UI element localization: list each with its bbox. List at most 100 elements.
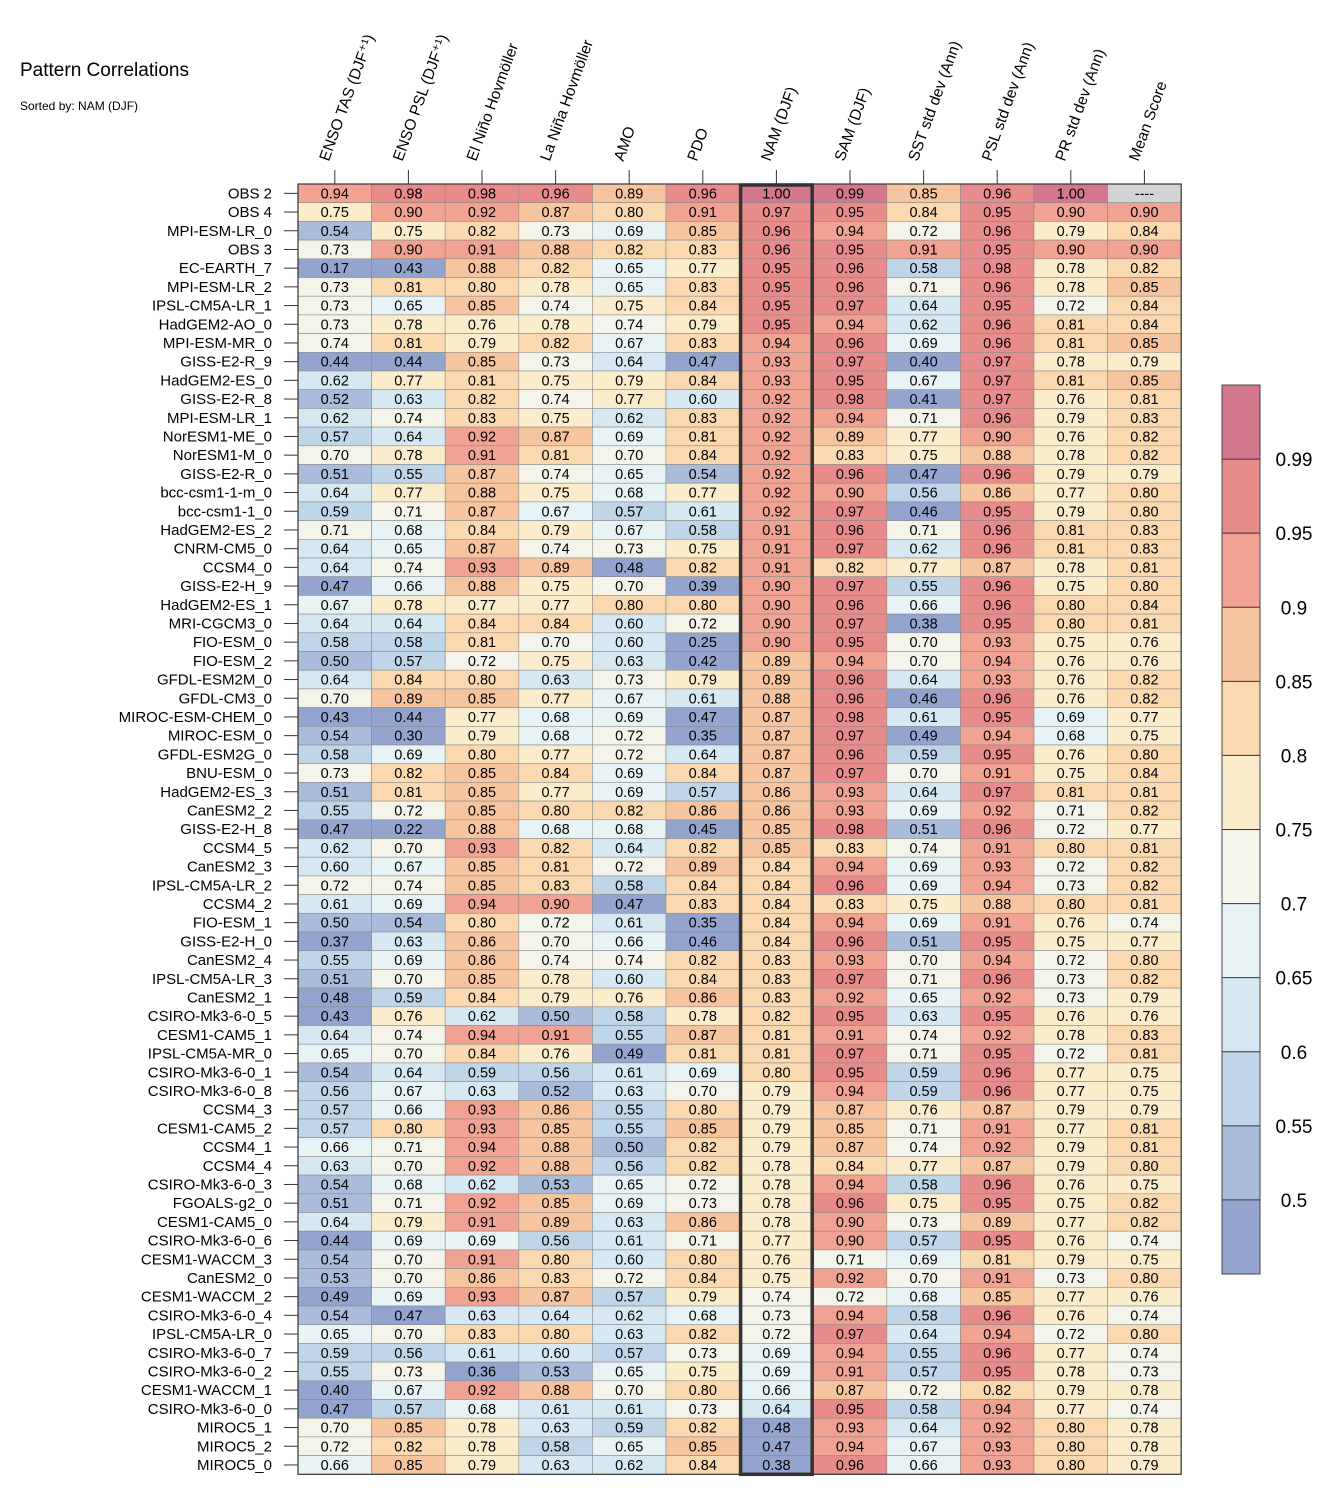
row-label: CSIRO-Mk3-6-0_0: [148, 1401, 272, 1418]
cell-value-label: 0.79: [468, 336, 496, 352]
cell-value-label: 0.88: [541, 1383, 569, 1399]
cell-value-label: 0.58: [541, 1439, 569, 1455]
cell-value-label: 0.54: [321, 224, 349, 240]
cell-value-label: 0.85: [468, 803, 496, 819]
column-label: PR std dev (Ann): [1053, 47, 1109, 164]
row-label: CESM1-CAM5_2: [157, 1120, 272, 1137]
cell-value-label: 0.87: [983, 1159, 1011, 1175]
cell-value-label: 0.72: [394, 803, 422, 819]
colorbar-segment: [1222, 1125, 1260, 1200]
cell-value-label: 0.80: [762, 1065, 790, 1081]
cell-value-label: 0.96: [836, 1196, 864, 1212]
cell-value-label: 0.94: [983, 953, 1011, 969]
cell-value-label: 0.78: [468, 1439, 496, 1455]
cell-value-label: 0.77: [762, 1234, 790, 1250]
cell-value-label: 0.74: [1130, 1402, 1158, 1418]
cell-value-label: 0.75: [1057, 934, 1085, 950]
cell-value-label: 0.91: [983, 766, 1011, 782]
cell-value-label: 0.80: [394, 1121, 422, 1137]
cell-value-label: 0.80: [1057, 598, 1085, 614]
cell-value-label: 0.74: [394, 560, 422, 576]
cell-value-label: 0.77: [909, 1159, 937, 1175]
cell-value-label: 0.73: [321, 242, 349, 258]
cell-value-label: 0.85: [468, 691, 496, 707]
cell-value-label: 0.71: [394, 1140, 422, 1156]
cell-value-label: 0.77: [909, 560, 937, 576]
cell-value-label: 0.81: [468, 635, 496, 651]
cell-value-label: 0.63: [615, 1327, 643, 1343]
cell-value-label: 0.79: [1057, 1383, 1085, 1399]
cell-value-label: 0.94: [836, 1346, 864, 1362]
cell-value-label: 0.78: [541, 972, 569, 988]
cell-value-label: 0.92: [762, 411, 790, 427]
cell-value-label: 0.94: [836, 317, 864, 333]
cell-value-label: 0.79: [468, 1458, 496, 1474]
cell-value-label: 0.35: [689, 916, 717, 932]
cell-value-label: 0.99: [836, 186, 864, 202]
cell-value-label: 0.77: [1130, 822, 1158, 838]
cell-value-label: 0.83: [1130, 411, 1158, 427]
cell-value-label: 0.76: [468, 317, 496, 333]
cell-value-label: 0.88: [762, 691, 790, 707]
cell-value-label: 0.92: [836, 990, 864, 1006]
cell-value-label: 0.55: [615, 1028, 643, 1044]
colorbar-segment: [1222, 829, 1260, 904]
cell-value-label: 0.82: [1130, 261, 1158, 277]
cell-value-label: 0.73: [762, 1308, 790, 1324]
cell-value-label: 0.43: [394, 261, 422, 277]
cell-value-label: 0.83: [689, 242, 717, 258]
cell-value-label: 0.58: [689, 523, 717, 539]
cell-value-label: 0.83: [541, 1271, 569, 1287]
cell-value-label: 0.82: [468, 392, 496, 408]
cell-value-label: 0.91: [541, 1028, 569, 1044]
cell-value-label: 0.96: [836, 598, 864, 614]
cell-value-label: 0.73: [1057, 972, 1085, 988]
cell-value-label: 0.78: [1130, 1421, 1158, 1437]
cell-value-label: 0.83: [689, 897, 717, 913]
row-label: IPSL-CM5A-LR_3: [152, 971, 272, 988]
cell-value-label: 0.74: [541, 542, 569, 558]
cell-value-label: 0.77: [541, 691, 569, 707]
cell-value-label: 0.74: [909, 1140, 937, 1156]
cell-value-label: 0.69: [615, 766, 643, 782]
row-label: CSIRO-Mk3-6-0_7: [148, 1345, 272, 1362]
colorbar-segment: [1222, 903, 1260, 978]
cell-value-label: 0.85: [394, 1421, 422, 1437]
cell-value-label: 0.97: [762, 205, 790, 221]
cell-value-label: 0.79: [1057, 411, 1085, 427]
cell-value-label: 0.80: [468, 280, 496, 296]
cell-value-label: 0.84: [689, 299, 717, 315]
cell-value-label: 0.70: [615, 579, 643, 595]
cell-value-label: 0.77: [1057, 486, 1085, 502]
cell-value-label: 0.89: [762, 673, 790, 689]
cell-value-label: 0.81: [983, 1252, 1011, 1268]
cell-value-label: 0.86: [983, 486, 1011, 502]
cell-value-label: 0.40: [909, 355, 937, 371]
cell-value-label: 0.84: [689, 373, 717, 389]
cell-value-label: 0.61: [615, 1402, 643, 1418]
cell-value-label: 0.75: [909, 1196, 937, 1212]
cell-value-label: 0.86: [541, 1103, 569, 1119]
cell-value-label: 0.90: [762, 616, 790, 632]
row-label: CCSM4_3: [203, 1102, 272, 1119]
cell-value-label: 0.76: [1057, 392, 1085, 408]
cell-value-label: 0.68: [541, 710, 569, 726]
cell-value-label: 0.72: [541, 916, 569, 932]
cell-value-label: 0.95: [983, 934, 1011, 950]
cell-value-label: 0.67: [394, 1383, 422, 1399]
cell-value-label: 0.74: [909, 1028, 937, 1044]
cell-value-label: 0.57: [615, 504, 643, 520]
cell-value-label: 0.80: [1130, 747, 1158, 763]
cell-value-label: 0.70: [321, 691, 349, 707]
row-label: OBS 2: [228, 185, 272, 202]
cell-value-label: 0.80: [1057, 1439, 1085, 1455]
cell-value-label: 0.94: [983, 654, 1011, 670]
cell-value-label: 0.85: [468, 972, 496, 988]
cell-value-label: 0.79: [1057, 1252, 1085, 1268]
cell-value-label: 0.93: [983, 860, 1011, 876]
cell-value-label: 0.78: [394, 317, 422, 333]
row-label: CCSM4_1: [203, 1139, 272, 1156]
cell-value-label: 0.80: [1057, 897, 1085, 913]
cell-value-label: 0.87: [836, 1140, 864, 1156]
cell-value-label: 0.41: [909, 392, 937, 408]
